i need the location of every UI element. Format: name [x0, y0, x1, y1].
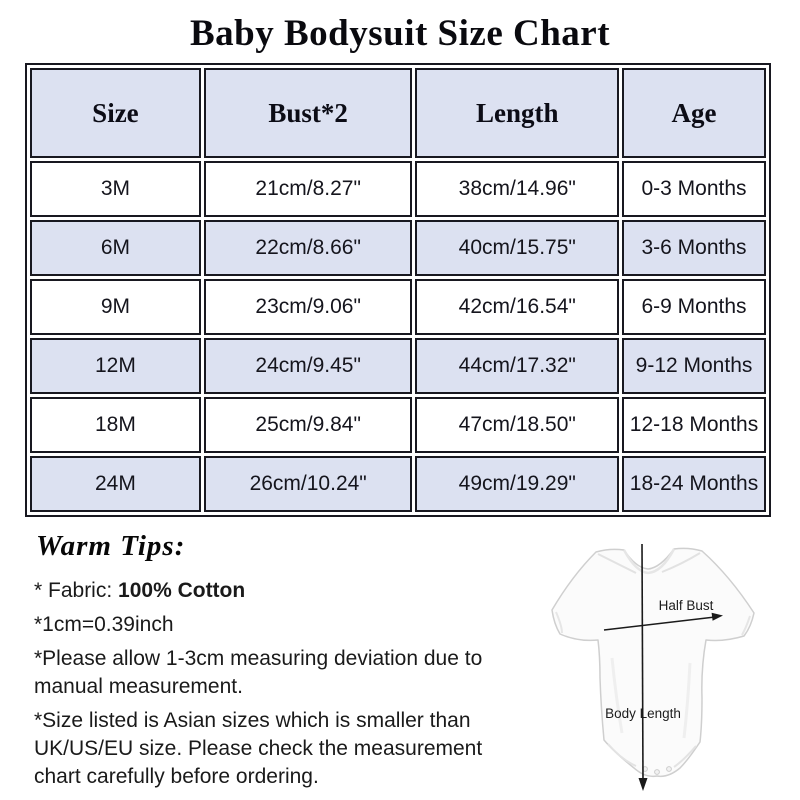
- header-row: Size Bust*2 Length Age: [30, 68, 766, 158]
- col-header-age: Age: [622, 68, 766, 158]
- tip-asian-sizing: *Size listed is Asian sizes which is sma…: [34, 709, 483, 788]
- cell-size: 24M: [30, 456, 201, 512]
- shoulder-fold-right-line: [661, 552, 701, 573]
- cell-age: 18-24 Months: [622, 456, 766, 512]
- bodysuit-measurement-diagram: Half Bust Body Length: [550, 538, 766, 798]
- snap-button: [666, 766, 672, 772]
- cell-bust: 23cm/9.06": [203, 279, 413, 335]
- fabric-fold-line: [610, 657, 624, 734]
- page-title: Baby Bodysuit Size Chart: [189, 13, 611, 54]
- cell-bust: 26cm/10.24": [203, 456, 413, 512]
- table-row: 3M 21cm/8.27" 38cm/14.96" 0-3 Months: [30, 161, 766, 217]
- table-row: 6M 22cm/8.66" 40cm/15.75" 3-6 Months: [30, 220, 766, 276]
- cell-length: 38cm/14.96": [415, 161, 620, 217]
- sleeve-hem-right: [741, 615, 751, 636]
- col-header-bust: Bust*2: [203, 68, 413, 158]
- neckline-trim: [622, 548, 676, 575]
- cell-age: 3-6 Months: [622, 220, 766, 276]
- table-row: 18M 25cm/9.84" 47cm/18.50" 12-18 Months: [30, 397, 766, 453]
- bodysuit-illustration: Half Bust Body Length: [551, 543, 755, 791]
- cell-size: 18M: [30, 397, 201, 453]
- col-header-size: Size: [30, 68, 201, 158]
- half-bust-arrowhead: [711, 612, 723, 621]
- cell-age: 0-3 Months: [622, 161, 766, 217]
- size-table-header: Size Bust*2 Length Age: [30, 68, 766, 158]
- cell-size: 9M: [30, 279, 201, 335]
- tip-fabric-prefix: * Fabric:: [34, 579, 119, 602]
- cell-age: 6-9 Months: [622, 279, 766, 335]
- cell-length: 49cm/19.29": [415, 456, 620, 512]
- warm-tips-heading: Warm Tips:: [36, 530, 186, 562]
- tip-measuring-deviation: *Please allow 1-3cm measuring deviation …: [34, 647, 483, 698]
- sleeve-hem-left: [555, 611, 563, 634]
- cell-age: 12-18 Months: [622, 397, 766, 453]
- cell-bust: 25cm/9.84": [203, 397, 413, 453]
- leg-trim-left: [607, 743, 637, 767]
- cell-length: 47cm/18.50": [415, 397, 620, 453]
- leg-trim-right: [673, 745, 697, 768]
- body-length-label: Body Length: [605, 706, 681, 721]
- col-header-length: Length: [415, 68, 620, 158]
- table-row: 24M 26cm/10.24" 49cm/19.29" 18-24 Months: [30, 456, 766, 512]
- cell-bust: 22cm/8.66": [203, 220, 413, 276]
- bodysuit-outline: [551, 547, 755, 778]
- cell-age: 9-12 Months: [622, 338, 766, 394]
- shoulder-fold-left-line: [597, 553, 637, 574]
- size-table-body: 3M 21cm/8.27" 38cm/14.96" 0-3 Months 6M …: [30, 161, 766, 512]
- table-row: 12M 24cm/9.45" 44cm/17.32" 9-12 Months: [30, 338, 766, 394]
- cell-size: 12M: [30, 338, 201, 394]
- fabric-fold-line: [682, 662, 692, 739]
- tip-fabric: * Fabric: 100% Cotton: [34, 577, 526, 605]
- cell-size: 6M: [30, 220, 201, 276]
- half-bust-arrow-line: [603, 616, 716, 631]
- size-table: Size Bust*2 Length Age 3M 21cm/8.27" 38c…: [25, 63, 771, 517]
- warm-tips-section: * Fabric: 100% Cotton *1cm=0.39inch *Ple…: [34, 577, 526, 797]
- tip-fabric-value: 100% Cotton: [118, 579, 246, 602]
- cell-length: 40cm/15.75": [415, 220, 620, 276]
- table-row: 9M 23cm/9.06" 42cm/16.54" 6-9 Months: [30, 279, 766, 335]
- tip-unit-conversion: *1cm=0.39inch: [34, 613, 174, 636]
- half-bust-label: Half Bust: [659, 598, 714, 613]
- body-length-arrowhead: [638, 778, 648, 791]
- cell-bust: 24cm/9.45": [203, 338, 413, 394]
- body-length-arrow-line: [641, 543, 644, 783]
- cell-length: 44cm/17.32": [415, 338, 620, 394]
- cell-bust: 21cm/8.27": [203, 161, 413, 217]
- snap-button: [654, 769, 660, 775]
- cell-size: 3M: [30, 161, 201, 217]
- cell-length: 42cm/16.54": [415, 279, 620, 335]
